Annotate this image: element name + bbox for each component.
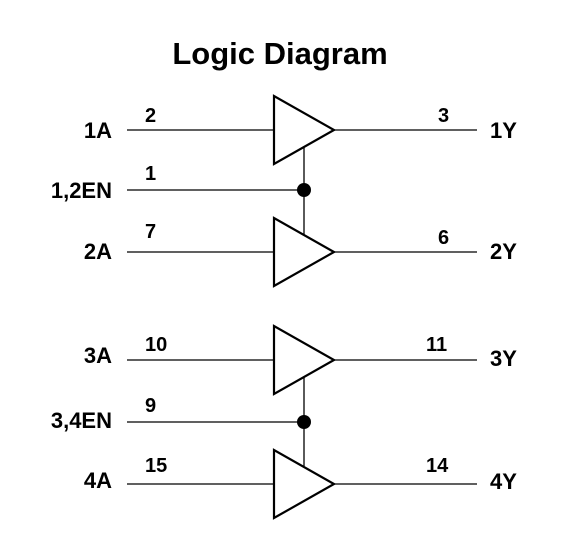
output-label-4y: 4Y: [490, 469, 517, 494]
input-pin-4a: 15: [145, 455, 167, 477]
buffer-gate-2: [272, 216, 337, 288]
buffer-2: 2A 7 6 2Y: [84, 216, 517, 288]
junction-dot-1-2: [297, 183, 311, 197]
input-pin-2a: 7: [145, 221, 156, 243]
output-label-2y: 2Y: [490, 239, 517, 264]
input-pin-3a: 10: [145, 334, 167, 356]
enable-pin-1-2: 1: [145, 163, 156, 185]
output-pin-2y: 6: [438, 227, 449, 249]
buffer-3: 3A 10 11 3Y: [84, 324, 517, 396]
output-pin-3y: 11: [426, 334, 447, 356]
diagram-title: Logic Diagram: [172, 36, 387, 71]
input-label-1a: 1A: [84, 118, 112, 143]
input-label-4a: 4A: [84, 468, 112, 493]
enable-3-4: 3,4EN 9: [51, 377, 311, 466]
buffer-1: 1A 2 3 1Y: [84, 94, 517, 166]
buffer-4: 4A 15 14 4Y: [84, 448, 517, 520]
buffer-gate-4: [272, 448, 337, 520]
output-pin-1y: 3: [438, 105, 449, 127]
output-label-3y: 3Y: [490, 346, 517, 371]
output-pin-4y: 14: [426, 455, 449, 477]
output-label-1y: 1Y: [490, 118, 517, 143]
enable-pin-3-4: 9: [145, 395, 156, 417]
enable-1-2: 1,2EN 1: [51, 147, 311, 236]
enable-label-3-4: 3,4EN: [51, 408, 112, 433]
input-label-3a: 3A: [84, 343, 112, 368]
junction-dot-3-4: [297, 415, 311, 429]
input-pin-1a: 2: [145, 105, 156, 127]
enable-label-1-2: 1,2EN: [51, 178, 112, 203]
input-label-2a: 2A: [84, 239, 112, 264]
